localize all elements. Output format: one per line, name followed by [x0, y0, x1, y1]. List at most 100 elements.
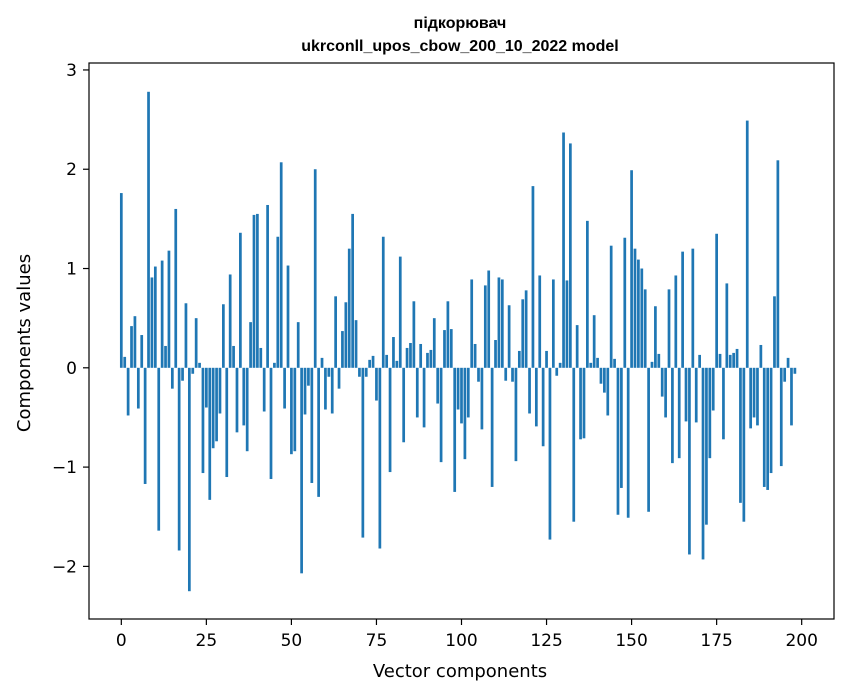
bar [337, 367, 341, 389]
bar [732, 352, 736, 368]
bar [718, 353, 722, 368]
bar [776, 160, 780, 368]
bar [245, 367, 249, 452]
bar [388, 367, 392, 473]
x-tick-label: 50 [281, 631, 303, 651]
bar [273, 362, 276, 368]
bar [191, 367, 195, 374]
bar [773, 296, 776, 368]
bar [483, 285, 487, 368]
bar [555, 367, 559, 376]
bar [694, 367, 698, 423]
y-tick-label: 1 [66, 260, 77, 280]
y-tick-label: −2 [52, 557, 77, 577]
bar [269, 367, 273, 480]
bar [341, 331, 344, 368]
bar [708, 367, 712, 459]
bar [722, 367, 725, 440]
bar [419, 343, 423, 368]
bar [225, 367, 229, 478]
bar [538, 275, 542, 368]
bar [368, 359, 372, 368]
bar [201, 367, 205, 474]
bar [715, 233, 718, 368]
bar [392, 337, 395, 368]
bar [667, 289, 671, 368]
bar [671, 367, 674, 464]
bar [259, 347, 263, 368]
bar [164, 345, 167, 368]
bar [534, 367, 538, 427]
bar [677, 367, 681, 459]
bar [643, 289, 647, 368]
x-tick-label: 100 [445, 631, 477, 651]
bar [167, 250, 171, 368]
plot-frame [88, 62, 835, 620]
bar [739, 367, 742, 503]
bar [310, 367, 314, 483]
bar [177, 367, 181, 551]
y-tick-label: 2 [66, 160, 77, 180]
bar [572, 367, 576, 522]
bar [698, 354, 701, 368]
bar [402, 367, 406, 443]
bar [279, 162, 283, 368]
bar [181, 367, 184, 381]
bar [647, 367, 650, 512]
bar [286, 265, 290, 368]
bar [327, 367, 331, 377]
bar [460, 367, 463, 424]
bar [160, 260, 164, 368]
bar [711, 367, 715, 411]
x-tick-label: 125 [530, 631, 562, 651]
bar [446, 301, 450, 368]
bar [660, 367, 664, 397]
bar [143, 367, 147, 484]
bar [531, 186, 535, 368]
bar [688, 367, 691, 555]
bar [157, 367, 161, 531]
bar [453, 367, 457, 492]
bar [126, 367, 130, 416]
bar [170, 367, 174, 389]
bar [728, 354, 732, 368]
bar [528, 367, 531, 414]
bar [790, 367, 793, 426]
bar [194, 318, 198, 368]
bar [426, 352, 429, 368]
bar [187, 367, 191, 592]
bar [521, 299, 525, 368]
bar [432, 318, 436, 368]
bar [603, 367, 606, 393]
bar [514, 367, 518, 462]
bar [307, 367, 310, 386]
bar [378, 367, 382, 549]
bar [330, 367, 334, 414]
bar [208, 367, 212, 500]
bar [242, 367, 246, 426]
bar [500, 279, 504, 368]
bar [249, 322, 252, 368]
bar [507, 305, 511, 368]
bar [637, 259, 640, 368]
bar [756, 367, 759, 426]
bar [266, 204, 269, 368]
bar [589, 362, 593, 368]
bar [654, 306, 657, 368]
bar [470, 279, 474, 368]
bar [569, 143, 572, 368]
bar [657, 353, 661, 368]
x-axis-label: Vector components [373, 661, 547, 682]
bar [494, 340, 497, 368]
bar [375, 367, 378, 401]
bar [334, 296, 337, 368]
bar [480, 367, 484, 430]
x-tick-label: 200 [785, 631, 817, 651]
bar [674, 275, 678, 368]
bar [354, 320, 358, 368]
bar [385, 354, 389, 368]
bar [592, 315, 596, 368]
bar [198, 362, 201, 368]
bar [630, 170, 633, 368]
bar [415, 367, 419, 418]
